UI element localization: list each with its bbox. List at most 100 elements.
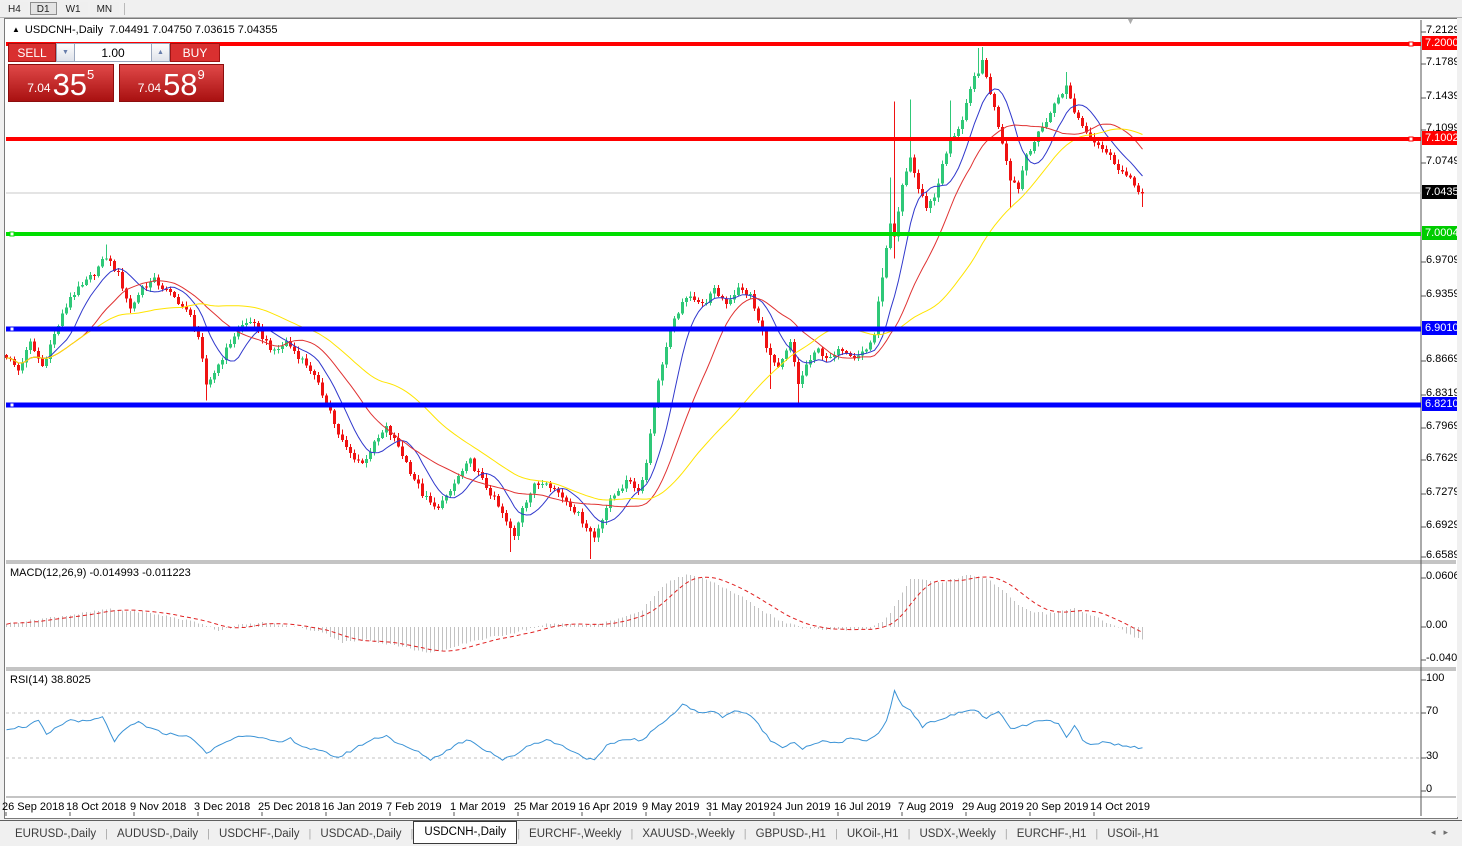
tab-separator: | <box>1095 827 1099 840</box>
timeframe-button-d1[interactable]: D1 <box>29 2 57 15</box>
tab-separator: | <box>207 827 211 840</box>
rsi-label: RSI(14) 38.8025 <box>10 674 91 686</box>
date-axis-label: 16 Jan 2019 <box>322 801 383 813</box>
chart-symbol-label: USDCNH-,Daily <box>24 24 104 36</box>
sell-price-pips: 35 <box>52 67 88 102</box>
level-price-badge: 7.20009 <box>1422 36 1462 50</box>
tab-eurusd-daily[interactable]: EURUSD-,Daily <box>15 827 97 840</box>
price-axis-tick: 6.69290 <box>1426 519 1462 531</box>
rsi-axis-tick: 70 <box>1426 705 1439 717</box>
date-axis-label: 14 Oct 2019 <box>1090 801 1150 813</box>
volume-decrease-button[interactable]: ▼ <box>56 43 75 62</box>
rsi-axis-tick: 0 <box>1426 783 1433 795</box>
sell-price-pipette: 5 <box>87 67 95 82</box>
timeframe-button-mn[interactable]: MN <box>89 2 120 15</box>
price-axis-tick: 6.76290 <box>1426 452 1462 464</box>
macd-axis-tick: 0.00 <box>1426 619 1448 631</box>
date-axis-label: 3 Dec 2018 <box>194 801 251 813</box>
date-axis-label: 31 May 2019 <box>706 801 770 813</box>
date-axis-label: 16 Apr 2019 <box>578 801 638 813</box>
date-axis-label: 20 Sep 2019 <box>1026 801 1089 813</box>
date-axis-label: 25 Mar 2019 <box>514 801 576 813</box>
price-axis-tick: 7.17890 <box>1426 56 1462 68</box>
chart-ohlc-values: 7.04491 7.04750 7.03615 7.04355 <box>109 24 278 36</box>
macd-label: MACD(12,26,9) -0.014993 -0.011223 <box>10 567 191 579</box>
sell-button[interactable]: SELL <box>8 43 56 62</box>
date-axis-label: 7 Aug 2019 <box>898 801 954 813</box>
buy-price-box[interactable]: 7.04 58 9 <box>118 64 224 102</box>
tab-separator: | <box>834 827 838 840</box>
price-axis-tick: 6.97090 <box>1426 254 1462 266</box>
chart-tab-bar: EURUSD-,Daily | AUDUSD-,Daily | USDCHF-,Dail… <box>0 820 1462 846</box>
buy-price-pipette: 9 <box>197 67 205 82</box>
tab-audusd-daily[interactable]: AUDUSD-,Daily <box>117 827 199 840</box>
date-axis-label: 16 Jul 2019 <box>834 801 891 813</box>
timeframe-toolbar: H4 D1 W1 MN <box>0 0 1462 18</box>
tab-gbpusd-h1[interactable]: GBPUSD-,H1 <box>755 827 826 840</box>
level-price-badge: 6.82103 <box>1422 397 1462 411</box>
date-axis-label: 24 Jun 2019 <box>770 801 831 813</box>
tab-separator: | <box>630 827 634 840</box>
rsi-axis-tick: 100 <box>1426 672 1445 684</box>
tab-separator: | <box>105 827 109 840</box>
tab-eurchf-weekly[interactable]: EURCHF-,Weekly <box>529 827 622 840</box>
tab-usdcnh-daily[interactable]: USDCNH-,Daily <box>413 821 518 844</box>
tab-separator: | <box>1004 827 1008 840</box>
price-axis-tick: 7.21290 <box>1426 24 1462 36</box>
window-right-edge <box>1457 18 1462 817</box>
sell-price-big-figure: 7.04 <box>27 81 51 95</box>
buy-button[interactable]: BUY <box>170 43 220 62</box>
level-price-badge: 7.10029 <box>1422 131 1462 145</box>
tab-usoil-h1[interactable]: USOil-,H1 <box>1107 827 1160 840</box>
macd-axis-tick: 0.060687 <box>1426 570 1462 582</box>
price-axis-tick: 6.72790 <box>1426 486 1462 498</box>
timeframe-button-h4[interactable]: H4 <box>1 2 28 15</box>
tabs-scroll-left-button[interactable]: ◂ <box>1430 827 1444 837</box>
buy-price-big-figure: 7.04 <box>137 81 162 95</box>
tab-separator: | <box>517 827 521 840</box>
date-axis-label: 18 Oct 2018 <box>66 801 126 813</box>
price-axis-tick: 6.86690 <box>1426 353 1462 365</box>
tabs-scroll-right-button[interactable]: ▸ <box>1443 827 1456 837</box>
level-price-badge: 7.00048 <box>1422 226 1462 240</box>
level-price-badge: 6.90100 <box>1422 321 1462 335</box>
one-click-trade-panel: SELL ▼ ▲ BUY 7.04 35 5 7.04 58 9 <box>8 43 224 102</box>
chart-window[interactable] <box>4 18 1458 819</box>
tab-usdchf-daily[interactable]: USDCHF-,Daily <box>219 827 300 840</box>
price-axis-tick: 6.65890 <box>1426 549 1462 561</box>
date-axis-label: 25 Dec 2018 <box>258 801 321 813</box>
rsi-axis-tick: 30 <box>1426 750 1439 762</box>
tab-separator: | <box>907 827 911 840</box>
date-axis-label: 1 Mar 2019 <box>450 801 506 813</box>
date-axis-label: 9 Nov 2018 <box>130 801 187 813</box>
collapse-trade-panel-icon[interactable]: ▲ <box>12 25 20 34</box>
tab-usdcad-daily[interactable]: USDCAD-,Daily <box>320 827 402 840</box>
tab-usdx-weekly[interactable]: USDX-,Weekly <box>919 827 996 840</box>
tab-eurchf-h1[interactable]: EURCHF-,H1 <box>1016 827 1087 840</box>
date-axis-label: 29 Aug 2019 <box>962 801 1024 813</box>
buy-price-pips: 58 <box>163 67 198 102</box>
price-axis-tick: 6.93590 <box>1426 288 1462 300</box>
macd-axis-tick: -0.040432 <box>1426 652 1462 664</box>
chart-canvas[interactable] <box>5 19 1457 818</box>
volume-increase-button[interactable]: ▲ <box>151 43 170 62</box>
tab-separator: | <box>410 827 414 840</box>
price-axis-tick: 6.83190 <box>1426 387 1462 399</box>
date-axis-label: 9 May 2019 <box>642 801 700 813</box>
timeframe-button-w1[interactable]: W1 <box>58 2 88 15</box>
chart-title: ▲ USDCNH-,Daily 7.04491 7.04750 7.03615 7… <box>12 24 278 36</box>
autoscroll-marker-icon[interactable]: ▼ <box>1126 16 1135 26</box>
volume-input[interactable] <box>75 43 151 62</box>
date-axis-label: 7 Feb 2019 <box>386 801 442 813</box>
tab-ukoil-h1[interactable]: UKOil-,H1 <box>846 827 899 840</box>
price-axis-tick: 6.79690 <box>1426 420 1462 432</box>
tab-separator: | <box>308 827 312 840</box>
tab-separator: | <box>743 827 747 840</box>
price-axis-tick: 7.07490 <box>1426 155 1462 167</box>
sell-price-box[interactable]: 7.04 35 5 <box>8 64 114 102</box>
price-axis-tick: 7.14390 <box>1426 90 1462 102</box>
tab-xauusd-weekly[interactable]: XAUUSD-,Weekly <box>642 827 735 840</box>
current-price-badge: 7.04355 <box>1422 185 1462 199</box>
toolbar-separator <box>124 2 126 15</box>
date-axis-label: 26 Sep 2018 <box>2 801 65 813</box>
